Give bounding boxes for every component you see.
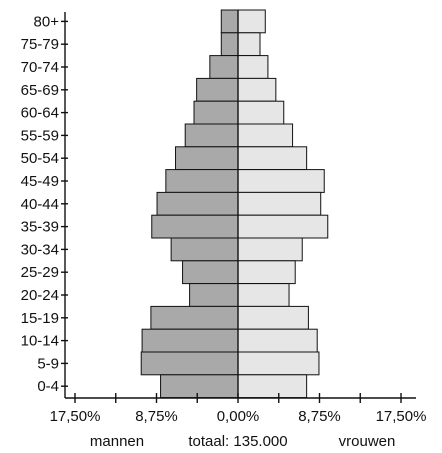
age-label-20-24: 20-24 — [21, 287, 59, 304]
bar-vrouwen-0-4 — [237, 374, 308, 399]
bar-mannen-65-69 — [196, 77, 239, 102]
x-tick-label-2: 0,00% — [217, 408, 260, 425]
x-tick-label-3: 8,75% — [298, 408, 341, 425]
bar-vrouwen-45-49 — [237, 169, 325, 193]
age-label-5-9: 5-9 — [37, 355, 59, 372]
x-tick-label-1: 8,75% — [135, 408, 178, 425]
x-tick-label-4: 17,50% — [376, 408, 427, 425]
bar-vrouwen-65-69 — [237, 77, 277, 102]
bar-mannen-15-19 — [150, 305, 239, 330]
bar-vrouwen-25-29 — [237, 260, 296, 285]
age-label-50-54: 50-54 — [21, 150, 59, 167]
bar-vrouwen-35-39 — [237, 214, 329, 239]
bar-vrouwen-30-34 — [237, 237, 303, 262]
bar-mannen-70-74 — [209, 55, 239, 79]
bar-mannen-20-24 — [189, 283, 239, 307]
bar-mannen-35-39 — [151, 214, 239, 239]
age-label-45-49: 45-49 — [21, 173, 59, 190]
age-label-35-39: 35-39 — [21, 219, 59, 236]
age-label-0-4: 0-4 — [37, 378, 59, 395]
x-ticks-group: 17,50% 8,75% 0,00% 8,75% 17,50% — [50, 408, 427, 425]
age-label-30-34: 30-34 — [21, 241, 59, 258]
bar-mannen-40-44 — [156, 191, 239, 216]
age-labels-group: 80+ 75-79 70-74 65-69 60-64 55-59 50-54 45-49 40… — [21, 13, 60, 395]
bar-vrouwen-20-24 — [237, 283, 290, 307]
bar-mannen-75-79 — [220, 32, 239, 57]
bar-mannen-0-4 — [160, 374, 239, 399]
footer-group: mannen totaal: 135.000 vrouwen — [90, 433, 395, 450]
age-label-60-64: 60-64 — [21, 105, 59, 122]
age-label-40-44: 40-44 — [21, 196, 59, 213]
age-label-80+: 80+ — [34, 13, 60, 30]
age-label-10-14: 10-14 — [21, 333, 59, 350]
age-label-55-59: 55-59 — [21, 127, 59, 144]
axes-group — [61, 10, 416, 403]
bar-vrouwen-10-14 — [237, 328, 318, 353]
age-label-70-74: 70-74 — [21, 59, 59, 76]
bar-vrouwen-80+ — [237, 9, 266, 34]
footer-left-label: mannen — [90, 433, 144, 450]
bar-vrouwen-15-19 — [237, 305, 309, 330]
bar-mannen-80+ — [220, 9, 239, 34]
bar-mannen-55-59 — [184, 123, 239, 148]
bar-vrouwen-5-9 — [237, 351, 320, 376]
bar-mannen-50-54 — [175, 146, 239, 171]
bar-vrouwen-55-59 — [237, 123, 294, 148]
bar-mannen-25-29 — [182, 260, 239, 285]
footer-right-label: vrouwen — [339, 433, 396, 450]
bar-vrouwen-75-79 — [237, 32, 261, 57]
footer-total-label: totaal: 135.000 — [188, 433, 287, 450]
bar-mannen-60-64 — [193, 100, 239, 125]
bar-vrouwen-60-64 — [237, 100, 285, 125]
age-label-15-19: 15-19 — [21, 310, 59, 327]
bar-vrouwen-50-54 — [237, 146, 308, 171]
age-label-75-79: 75-79 — [21, 36, 59, 53]
age-label-65-69: 65-69 — [21, 82, 59, 99]
bar-mannen-45-49 — [165, 169, 239, 193]
bar-mannen-30-34 — [170, 237, 239, 262]
age-label-25-29: 25-29 — [21, 264, 59, 281]
x-tick-label-0: 17,50% — [50, 408, 101, 425]
bar-mannen-10-14 — [141, 328, 239, 353]
bar-vrouwen-70-74 — [237, 55, 269, 79]
bars-group — [140, 9, 329, 399]
bar-mannen-5-9 — [140, 351, 239, 376]
bar-vrouwen-40-44 — [237, 191, 322, 216]
